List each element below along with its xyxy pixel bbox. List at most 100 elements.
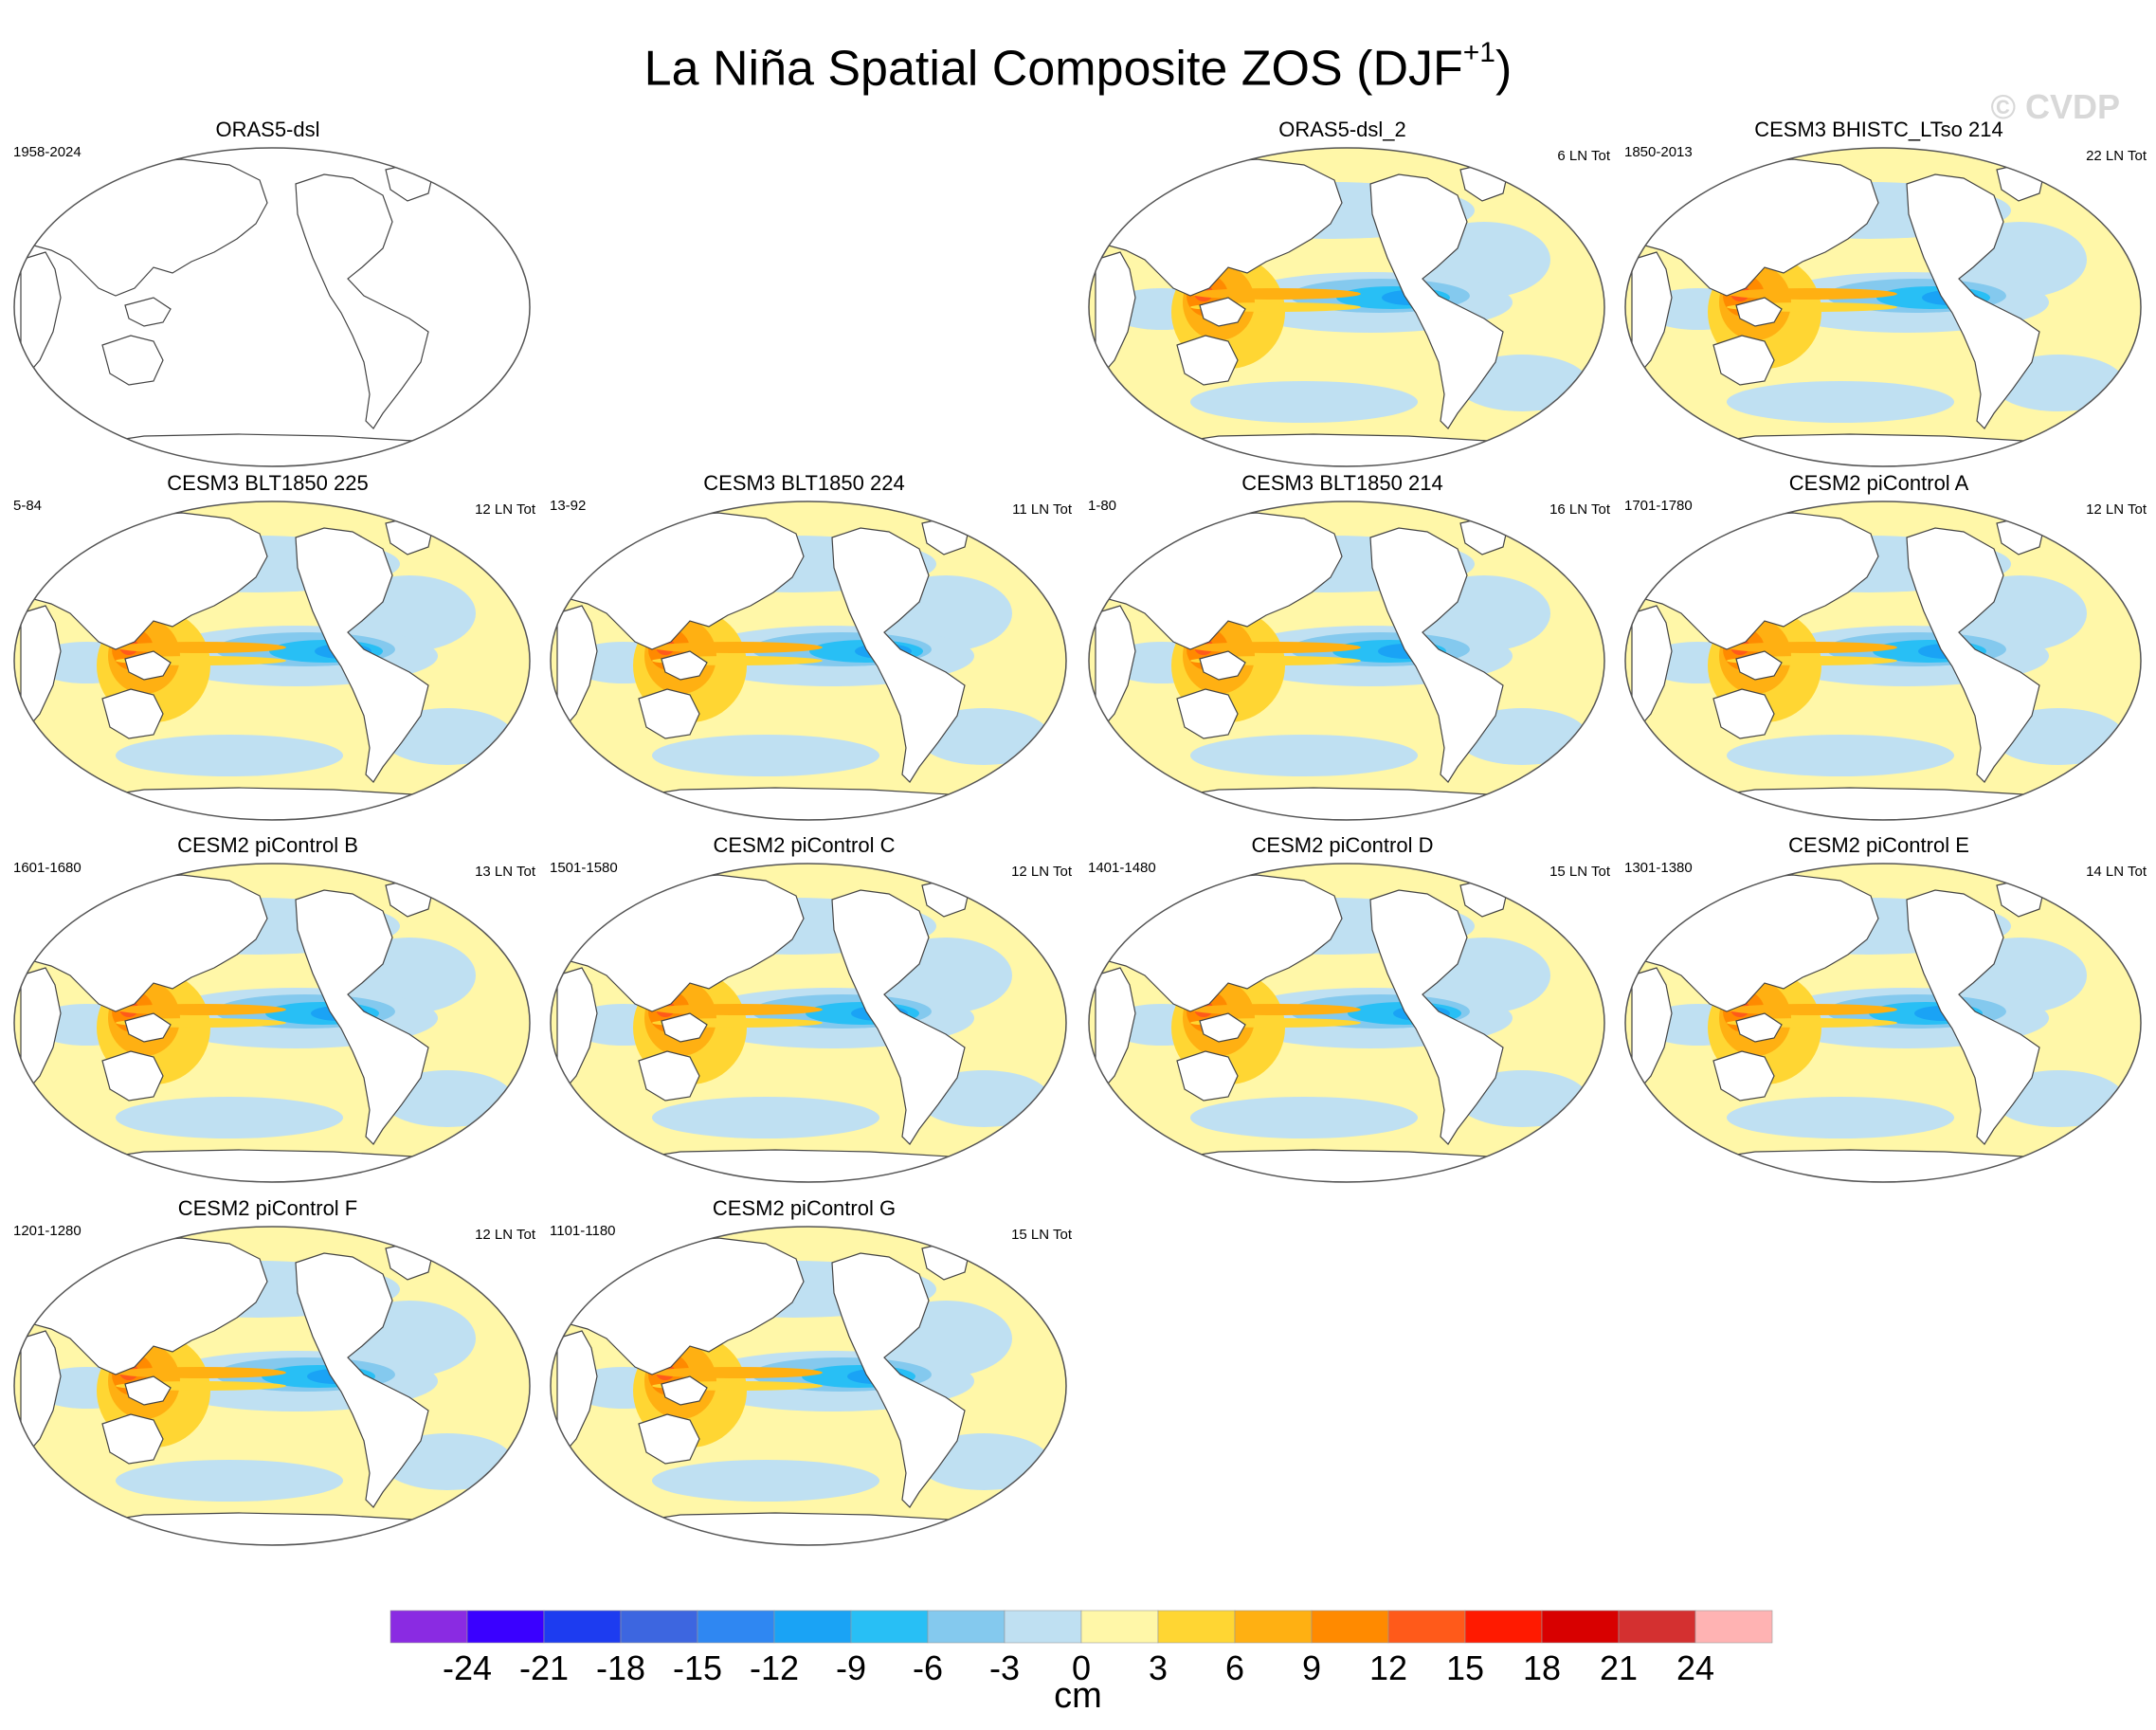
anomaly-patch xyxy=(652,1367,823,1378)
colorbar-box xyxy=(927,1610,1006,1644)
map-border xyxy=(550,863,1067,1183)
colorbar-tick-label: -3 xyxy=(989,1648,1020,1685)
colorbar-box xyxy=(1004,1610,1082,1644)
title-text: La Niña Spatial Composite ZOS (DJF xyxy=(643,41,1463,97)
map-border xyxy=(1624,501,2142,821)
colorbar-box xyxy=(850,1610,929,1644)
map-panel: CESM2 piControl B 1601-1680 13 LN Tot xyxy=(0,831,535,1192)
panel-years: 5-84 xyxy=(13,498,43,514)
panel-years: 1701-1780 xyxy=(1624,498,1693,514)
anomaly-patch xyxy=(1190,642,1361,653)
anomaly-patch xyxy=(1727,1004,1897,1015)
anomaly-patch xyxy=(1190,1004,1361,1015)
map-panel: CESM3 BLT1850 224 13-92 11 LN Tot xyxy=(536,469,1072,829)
colorbar-box xyxy=(543,1610,622,1644)
map-border xyxy=(13,501,531,821)
world-map xyxy=(1088,501,1605,821)
land-australia xyxy=(101,688,164,739)
map-panel: CESM2 piControl D 1401-1480 15 LN Tot xyxy=(1075,831,1610,1192)
land-australia xyxy=(1176,335,1239,386)
panel-event-count: 12 LN Tot xyxy=(475,1227,535,1243)
colorbar: -24 -21 -18 -15 -12 -9 -6 -3 0 3 6 9 12 15 18 21 24 xyxy=(390,1610,1773,1685)
panel-years: 1101-1180 xyxy=(550,1223,616,1239)
land-maritime xyxy=(124,1375,172,1406)
anomaly-patch xyxy=(652,735,879,776)
land-maritime xyxy=(1735,297,1783,327)
land-australia xyxy=(1176,1050,1239,1102)
anomaly-field xyxy=(1625,501,2141,820)
colorbar-tick-label: -6 xyxy=(913,1648,943,1685)
world-map xyxy=(13,863,531,1183)
panel-years: 1401-1480 xyxy=(1088,860,1156,876)
panel-event-count: 12 LN Tot xyxy=(2086,501,2147,518)
map-panel: CESM2 piControl A 1701-1780 12 LN Tot xyxy=(1611,469,2147,829)
colorbar-tick-label: 15 xyxy=(1446,1648,1484,1685)
panel-title: ORAS5-dsl xyxy=(215,118,320,141)
land-australia xyxy=(1176,688,1239,739)
world-map xyxy=(13,501,531,821)
map-border xyxy=(550,1226,1067,1546)
panel-title: CESM3 BLT1850 225 xyxy=(167,471,369,495)
world-map xyxy=(550,863,1067,1183)
title-close: ) xyxy=(1495,41,1513,97)
figure-title: La Niña Spatial Composite ZOS (DJF+1) xyxy=(0,28,2156,99)
colorbar-box xyxy=(390,1610,468,1644)
anomaly-patch xyxy=(116,1004,286,1015)
anomaly-patch xyxy=(652,1097,879,1138)
panel-title: CESM2 piControl C xyxy=(713,833,896,857)
colorbar-box xyxy=(1080,1610,1159,1644)
anomaly-patch xyxy=(116,1367,286,1378)
map-border xyxy=(1624,863,2142,1183)
anomaly-patch xyxy=(1190,1097,1418,1138)
anomaly-patch xyxy=(1727,735,1954,776)
land-maritime xyxy=(1199,650,1246,681)
land-maritime xyxy=(124,1012,172,1043)
anomaly-field xyxy=(1625,148,2141,466)
land-americas xyxy=(1369,173,1504,429)
anomaly-patch xyxy=(652,1460,879,1502)
panel-title: ORAS5-dsl_2 xyxy=(1278,118,1406,141)
anomaly-patch xyxy=(1190,288,1361,300)
panel-years: 1-80 xyxy=(1088,498,1117,514)
land-americas xyxy=(295,889,429,1145)
panel-years: 13-92 xyxy=(550,498,587,514)
colorbar-tick-label: 24 xyxy=(1676,1648,1714,1685)
map-panel: CESM2 piControl C 1501-1580 12 LN Tot xyxy=(536,831,1072,1192)
world-map xyxy=(1624,501,2142,821)
panel-title: CESM2 piControl A xyxy=(1788,471,1969,495)
anomaly-patch xyxy=(116,1097,343,1138)
panel-event-count: 12 LN Tot xyxy=(1011,864,1072,880)
land-americas xyxy=(1906,173,2040,429)
panel-title: CESM2 piControl B xyxy=(177,833,358,857)
panel-years: 1601-1680 xyxy=(13,860,82,876)
map-panel: CESM3 BLT1850 214 1-80 16 LN Tot xyxy=(1075,469,1610,829)
colorbar-tick-label: -18 xyxy=(596,1648,645,1685)
panel-title: CESM3 BLT1850 224 xyxy=(703,471,905,495)
colorbar-box xyxy=(620,1610,698,1644)
colorbar-tick-label: -9 xyxy=(836,1648,866,1685)
colorbar-tick-label: 21 xyxy=(1600,1648,1638,1685)
land-maritime xyxy=(661,650,708,681)
land-americas xyxy=(295,527,429,783)
map-panel: ORAS5-dsl_2 6 LN Tot xyxy=(1075,116,1610,476)
colorbar-box xyxy=(773,1610,852,1644)
title-superscript: +1 xyxy=(1462,37,1495,68)
colorbar-tick-label: -21 xyxy=(519,1648,569,1685)
colorbar-box xyxy=(1234,1610,1313,1644)
world-map xyxy=(13,147,531,467)
map-border xyxy=(13,147,531,467)
panel-event-count: 22 LN Tot xyxy=(2086,148,2147,164)
colorbar-tick-label: 3 xyxy=(1149,1648,1168,1685)
land-maritime xyxy=(661,1375,708,1406)
panel-title: CESM2 piControl E xyxy=(1788,833,1969,857)
land-australia xyxy=(638,1050,700,1102)
land-americas xyxy=(1369,889,1504,1145)
colorbar-box xyxy=(466,1610,545,1644)
anomaly-patch xyxy=(116,642,286,653)
anomaly-field xyxy=(1089,501,1604,820)
map-panel: ORAS5-dsl 1958-2024 xyxy=(0,116,535,476)
land-maritime xyxy=(1199,297,1246,327)
panel-title: CESM2 piControl F xyxy=(177,1196,358,1220)
anomaly-patch xyxy=(1190,381,1418,423)
watermark: © CVDP xyxy=(1990,87,2120,126)
